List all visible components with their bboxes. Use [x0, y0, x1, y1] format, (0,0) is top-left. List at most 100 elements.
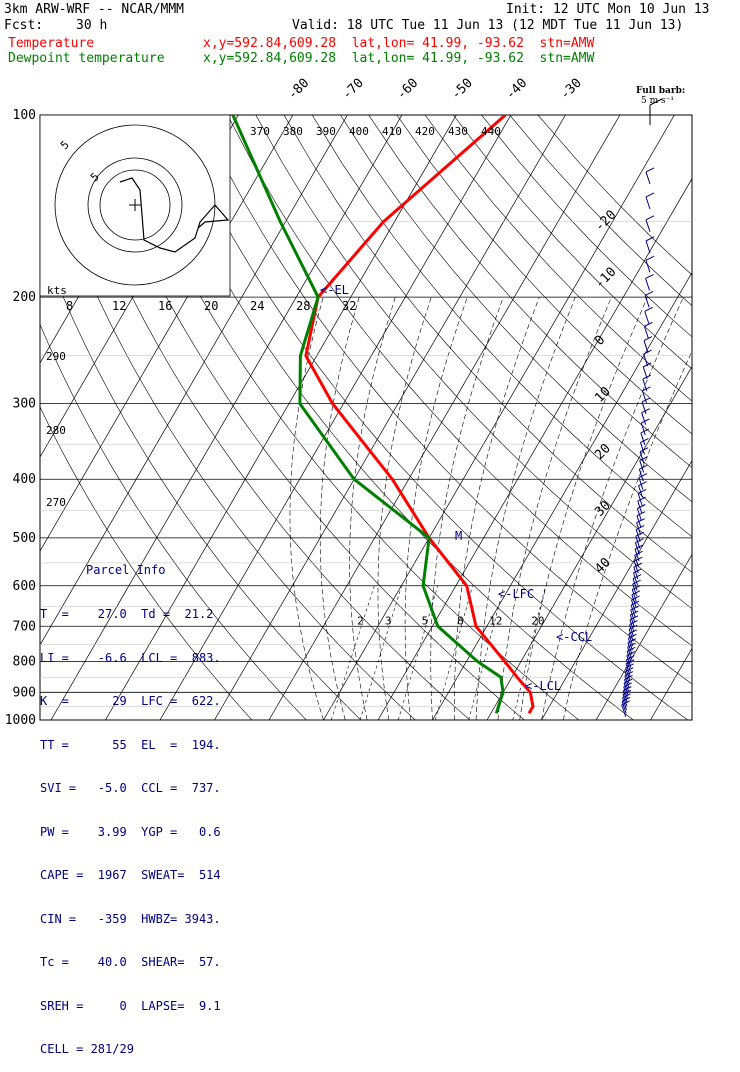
wind-barb — [646, 278, 650, 290]
isotherm-label: -40 — [503, 76, 530, 103]
lfc-annotation: <-LFC — [498, 587, 534, 601]
isotherm-label: -10 — [592, 265, 619, 292]
temperature-location: x,y=592.84,609.28 lat,lon= 41.99, -93.62… — [203, 36, 594, 51]
theta-label-top: 420 — [415, 125, 435, 138]
parcel-row: PW = 3.99 YGP = 0.6 — [40, 825, 221, 841]
wind-barb-tick — [646, 274, 654, 278]
pressure-tick-label: 700 — [13, 619, 36, 634]
parcel-row: CELL = 281/29 — [40, 1042, 221, 1058]
moist-adiabat-line — [476, 297, 575, 720]
el-annotation: <-EL — [320, 283, 349, 297]
temperature-legend: Temperature — [8, 36, 94, 51]
pressure-tick-label: 1000 — [5, 713, 36, 728]
parcel-row: LI = -6.6 LCL = 883. — [40, 651, 221, 667]
mixing-ratio-label: 12 — [489, 614, 502, 627]
barb-legend-title: Full barb: — [636, 86, 685, 96]
parcel-row: T = 27.0 Td = 21.2 — [40, 607, 221, 623]
theta-label-top: 410 — [382, 125, 402, 138]
isotherm-label: -30 — [558, 76, 585, 103]
mixing-ratio-label: 8 — [457, 614, 464, 627]
forecast-label: Fcst: — [4, 18, 43, 33]
theta-label-left: 280 — [46, 424, 66, 437]
wind-barb-tick — [646, 216, 654, 220]
wind-barb-tick — [638, 489, 646, 493]
wind-barb — [631, 610, 635, 622]
isotherm-label: -50 — [449, 76, 476, 103]
theta-label-top: 370 — [250, 125, 270, 138]
pressure-tick-label: 900 — [13, 685, 36, 700]
hodograph-speed-tick: 28 — [296, 299, 310, 313]
theta-label-top: 430 — [448, 125, 468, 138]
parcel-row: SREH = 0 LAPSE= 9.1 — [40, 999, 221, 1015]
theta-label-left: 290 — [46, 350, 66, 363]
moist-adiabat-line — [350, 297, 396, 720]
moist-adiabat-line — [320, 297, 359, 720]
wind-barb-tick — [646, 168, 654, 172]
mixing-ratio-line — [331, 586, 374, 720]
isotherm-line — [324, 115, 675, 720]
parcel-row: K = 29 LFC = 622. — [40, 694, 221, 710]
isotherm-line — [378, 115, 729, 720]
wind-barb — [630, 620, 634, 632]
hodograph-speed-tick: 8 — [66, 299, 73, 313]
wind-barb — [641, 433, 645, 445]
wind-barb-tick — [646, 237, 654, 241]
wind-barb — [641, 423, 645, 435]
lcl-annotation: <-LCL — [525, 679, 561, 693]
parcel-row: SVI = -5.0 CCL = 737. — [40, 781, 221, 797]
moist-adiabat-line — [431, 297, 504, 720]
isotherm-label: -20 — [592, 208, 619, 235]
isotherm-line — [596, 115, 740, 720]
dry-adiabat-line — [284, 115, 740, 720]
isotherm-label: -80 — [285, 76, 312, 103]
pressure-tick-label: 200 — [13, 290, 36, 305]
isotherm-line — [487, 115, 740, 720]
dry-adiabat-line — [453, 115, 740, 720]
wind-barb-tick — [646, 256, 654, 260]
theta-label-top: 400 — [349, 125, 369, 138]
isotherm-label: -60 — [394, 76, 421, 103]
theta-label-top: 390 — [316, 125, 336, 138]
forecast-value: 30 h — [76, 18, 107, 33]
hodograph-speed-tick: 24 — [250, 299, 264, 313]
pressure-tick-label: 100 — [13, 108, 36, 123]
wind-barb — [646, 197, 650, 209]
mixing-ratio-label: 20 — [531, 614, 544, 627]
dry-adiabat-line — [510, 115, 740, 720]
pressure-tick-label: 400 — [13, 472, 36, 487]
isotherm-line — [651, 115, 740, 720]
pressure-tick-label: 300 — [13, 397, 36, 412]
mixing-ratio-line — [513, 586, 546, 720]
hodograph-speed-tick: 20 — [204, 299, 218, 313]
hodograph-speed-tick: 16 — [158, 299, 172, 313]
wind-barb-tick — [645, 307, 653, 311]
wind-barb — [645, 311, 649, 323]
parcel-row: Tc = 40.0 SHEAR= 57. — [40, 955, 221, 971]
init-time: Init: 12 UTC Mon 10 Jun 13 — [506, 2, 710, 17]
wind-barb-tick — [638, 497, 646, 501]
dry-adiabat-line — [482, 115, 740, 720]
moist-adiabat-line — [520, 297, 648, 720]
m-annotation: M — [455, 529, 462, 543]
ccl-annotation: <-CCL — [556, 630, 592, 644]
theta-label-top: 380 — [283, 125, 303, 138]
hodograph-speed-tick: 12 — [112, 299, 126, 313]
parcel-info-title: Parcel Info — [40, 563, 221, 579]
mixing-ratio-label: 5 — [422, 614, 429, 627]
mixing-ratio-label: 3 — [385, 614, 392, 627]
dry-adiabat-line — [171, 115, 688, 720]
hodograph-speed-tick: 32 — [342, 299, 356, 313]
wind-barb — [632, 595, 636, 607]
dry-adiabat-line — [369, 115, 740, 720]
wind-barb — [644, 341, 648, 353]
hodograph-speed-label: kts — [47, 284, 67, 297]
wind-barb — [646, 172, 650, 184]
moist-adiabat-line — [290, 297, 324, 720]
moist-adiabat-line — [454, 297, 539, 720]
parcel-row: CAPE = 1967 SWEAT= 514 — [40, 868, 221, 884]
wind-barb-tick — [646, 193, 654, 197]
wind-barb — [640, 452, 644, 464]
parcel-info-panel: Parcel Info T = 27.0 Td = 21.2 LI = -6.6… — [40, 535, 221, 1072]
wind-barb — [646, 241, 650, 253]
